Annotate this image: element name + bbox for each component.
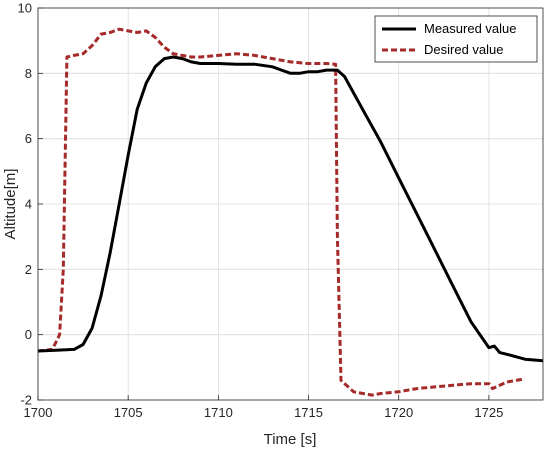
legend-label-desired: Desired value <box>424 42 504 57</box>
x-tick-label: 1710 <box>204 405 233 420</box>
y-tick-label: 0 <box>25 327 32 342</box>
x-tick-label: 1705 <box>114 405 143 420</box>
series-line-desired <box>37 27 526 397</box>
y-tick-label: 8 <box>25 66 32 81</box>
x-tick-label: 1700 <box>24 405 53 420</box>
x-tick-label: 1720 <box>384 405 413 420</box>
y-tick-label: 4 <box>25 197 32 212</box>
y-tick-label: 10 <box>18 1 32 16</box>
legend: Measured value Desired value <box>374 15 538 63</box>
x-axis-label: Time [s] <box>264 431 317 448</box>
y-tick-label: 2 <box>25 262 32 277</box>
series-layer <box>37 27 544 397</box>
legend-label-measured: Measured value <box>424 21 517 36</box>
y-axis-label: Altitude[m] <box>2 169 19 240</box>
x-axis-ticks: 1700 1705 1710 1715 1720 1725 <box>24 395 503 420</box>
legend-box <box>374 15 538 63</box>
x-tick-label: 1715 <box>294 405 323 420</box>
y-tick-label: -2 <box>20 393 32 408</box>
y-axis-ticks: -2 0 2 4 6 8 10 <box>18 1 43 408</box>
series-line-measured <box>37 55 544 363</box>
y-tick-label: 6 <box>25 131 32 146</box>
x-tick-label: 1725 <box>474 405 503 420</box>
